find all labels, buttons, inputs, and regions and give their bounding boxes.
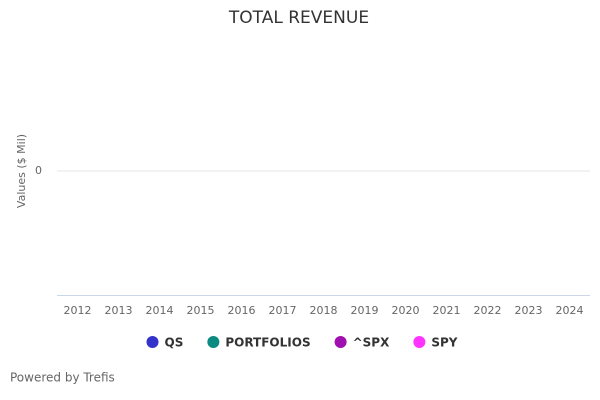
x-tick-label: 2023 [515, 304, 543, 317]
x-tick-label: 2019 [351, 304, 379, 317]
legend-label[interactable]: PORTFOLIOS [225, 336, 310, 350]
x-tick-label: 2022 [474, 304, 502, 317]
credit[interactable]: Powered by Trefis [10, 371, 115, 385]
x-tick-label: 2014 [146, 304, 174, 317]
x-tick-label: 2018 [310, 304, 338, 317]
x-tick-label: 2012 [64, 304, 92, 317]
x-tick-label: 2015 [187, 304, 215, 317]
x-tick-label: 2013 [105, 304, 133, 317]
x-tick-label: 2017 [269, 304, 297, 317]
y-tick-label: 0 [35, 164, 42, 177]
legend-marker [413, 336, 426, 348]
x-tick-label: 2020 [392, 304, 420, 317]
chart-title: TOTAL REVENUE [228, 8, 369, 28]
legend-marker [207, 336, 220, 348]
x-tick-label: 2024 [556, 304, 584, 317]
legend-marker [146, 336, 159, 348]
y-axis-label: Values ($ Mil) [15, 134, 28, 208]
legend-label[interactable]: SPY [431, 336, 457, 350]
legend-marker [334, 336, 347, 348]
legend-label[interactable]: QS [165, 336, 184, 350]
legend-label[interactable]: ^SPX [353, 336, 390, 350]
x-tick-label: 2021 [433, 304, 461, 317]
x-tick-label: 2016 [228, 304, 256, 317]
